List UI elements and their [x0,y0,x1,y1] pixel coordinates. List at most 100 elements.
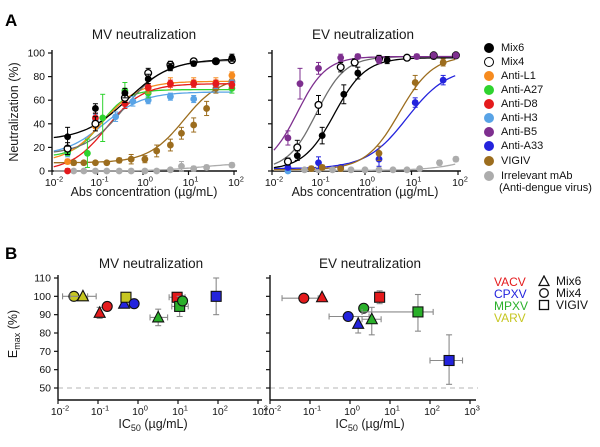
legend-group-mix6: Mix6 [538,274,581,288]
anti-a33-point [439,76,447,84]
mix6-point [144,75,152,83]
legend-item-irrelevant-mab: Irrelevant mAb [484,169,573,182]
legend-item-anti-b5: Anti-B5 [484,125,537,138]
y-tick-label: 20 [33,142,45,154]
mix6-point [190,60,198,68]
mix4-point [283,157,292,166]
mix6-point [318,132,326,140]
anti-h3-point [112,113,120,121]
filled-circle-icon [484,112,494,123]
vigiv-point [141,155,149,163]
anti-b5-point [413,53,421,60]
xlabel-b-ev: IC50 (µg/mL) [270,417,470,433]
anti-b5-point [284,134,292,142]
irrelevant-mab-point [103,167,111,175]
square-icon [538,299,550,311]
legend-label: VIGIV [556,298,589,312]
mix6-point [121,89,129,97]
mix6-point [212,57,220,65]
open-circle-icon [484,56,494,67]
legend-item-anti-a33: Anti-A33 [484,139,543,152]
xlabel-b-mv: IC50 (µg/mL) [58,417,248,433]
vigiv-point [115,156,123,164]
filled-circle-icon [484,70,494,81]
y-tick-label: 100 [33,291,51,303]
mpxv-mix4-point [358,302,370,314]
irrelevant-mab-point [80,167,88,175]
vigiv-point [411,79,419,86]
mix4-point [91,119,100,128]
y-tick-label: 40 [33,118,45,130]
anti-b5-point [296,80,304,88]
mix6-curve [273,57,456,169]
irrelevant-mab-point [347,166,355,174]
filled-circle-icon [484,84,494,95]
xlabel-a-mv: Abs concentration (µg/mL) [70,185,218,199]
legend-label: Irrelevant mAb [501,169,573,182]
mix6-point [340,90,348,98]
irrelevant-mab-point [115,167,123,175]
title-a-ev: EV neutralization [311,27,415,42]
mpxv-mix6-point [365,312,379,325]
chart-b-mv: 50 60 70 80 90 100 110 10-2 10-1 100 101 102 103 [33,273,267,419]
ic50-prefix: IC [118,417,131,431]
legend-virus-mpxv: MPXV [494,299,529,313]
title-b-ev: EV neutralization [318,256,422,271]
x-tick-label: 101 [172,404,188,419]
circle-icon [539,288,549,298]
mix6-point [228,54,236,62]
anti-d8-curve [53,83,232,168]
anti-a33-curve [273,75,456,170]
irrelevant-mab-point [92,167,99,175]
x-tick-label: 101 [384,404,400,419]
vigiv-point [80,159,88,167]
cpxv-vigiv-point [210,290,222,302]
vigiv-point [178,129,185,137]
anti-b5-point [375,56,383,64]
irrelevant-mab-point [416,165,424,173]
vacv-mix4-point [101,300,113,312]
anti-b5-point [430,51,438,59]
x-tick-label: 103 [464,404,480,419]
legend-group-mix4: Mix4 [538,286,581,300]
anti-h3-point [129,97,137,105]
mix4-point [314,100,323,109]
varv-mix6-point [76,289,90,302]
x-tick-label: 10-2 [265,175,283,190]
anti-a27-point [84,149,91,157]
x-tick-label: 10-2 [51,404,69,419]
anti-a33-point [284,164,292,171]
triangle-icon [538,275,550,287]
y-tick-label: 90 [39,309,51,321]
xlabel-a-ev: Abs concentration (µg/mL) [291,185,439,199]
legend-label: Anti-A33 [501,139,544,152]
legend-label: (Anti-dengue virus) [499,181,592,194]
anti-a27-point [99,114,107,122]
irrelevant-mab-point [203,164,211,171]
legend-group-vigiv: VIGIV [538,298,589,312]
ic50-prefix: IC [335,417,348,431]
legend-item-mix6: Mix6 [484,41,524,54]
legend-virus-cpxv: CPXV [494,287,527,301]
legend-item-anti-h3: Anti-H3 [484,111,538,124]
cpxv-mix4-point [342,310,354,323]
legend-virus-vacv: VACV [494,275,526,289]
x-tick-label: 102 [212,404,228,419]
y-tick-label: 80 [33,71,45,83]
anti-l1-curve [53,80,232,159]
vigiv-point [337,165,345,173]
vacv-mix6-point [315,290,329,303]
legend-item-vigiv: VIGIV [484,154,530,167]
vigiv-point [439,59,447,66]
y-tick-label: 0 [39,166,45,178]
mix6-curve [53,58,232,139]
legend-item-anti-d8: Anti-D8 [484,97,538,110]
ic50-suffix: (µg/mL) [140,417,188,431]
chart-a-mv: 0 20 40 60 80 100 10-2 10-1 100 101 102 [27,48,243,190]
anti-h3-point [144,96,152,104]
anti-a33-point [411,99,419,106]
cpxv-mix4-point [128,298,140,310]
vigiv-point [307,165,315,173]
